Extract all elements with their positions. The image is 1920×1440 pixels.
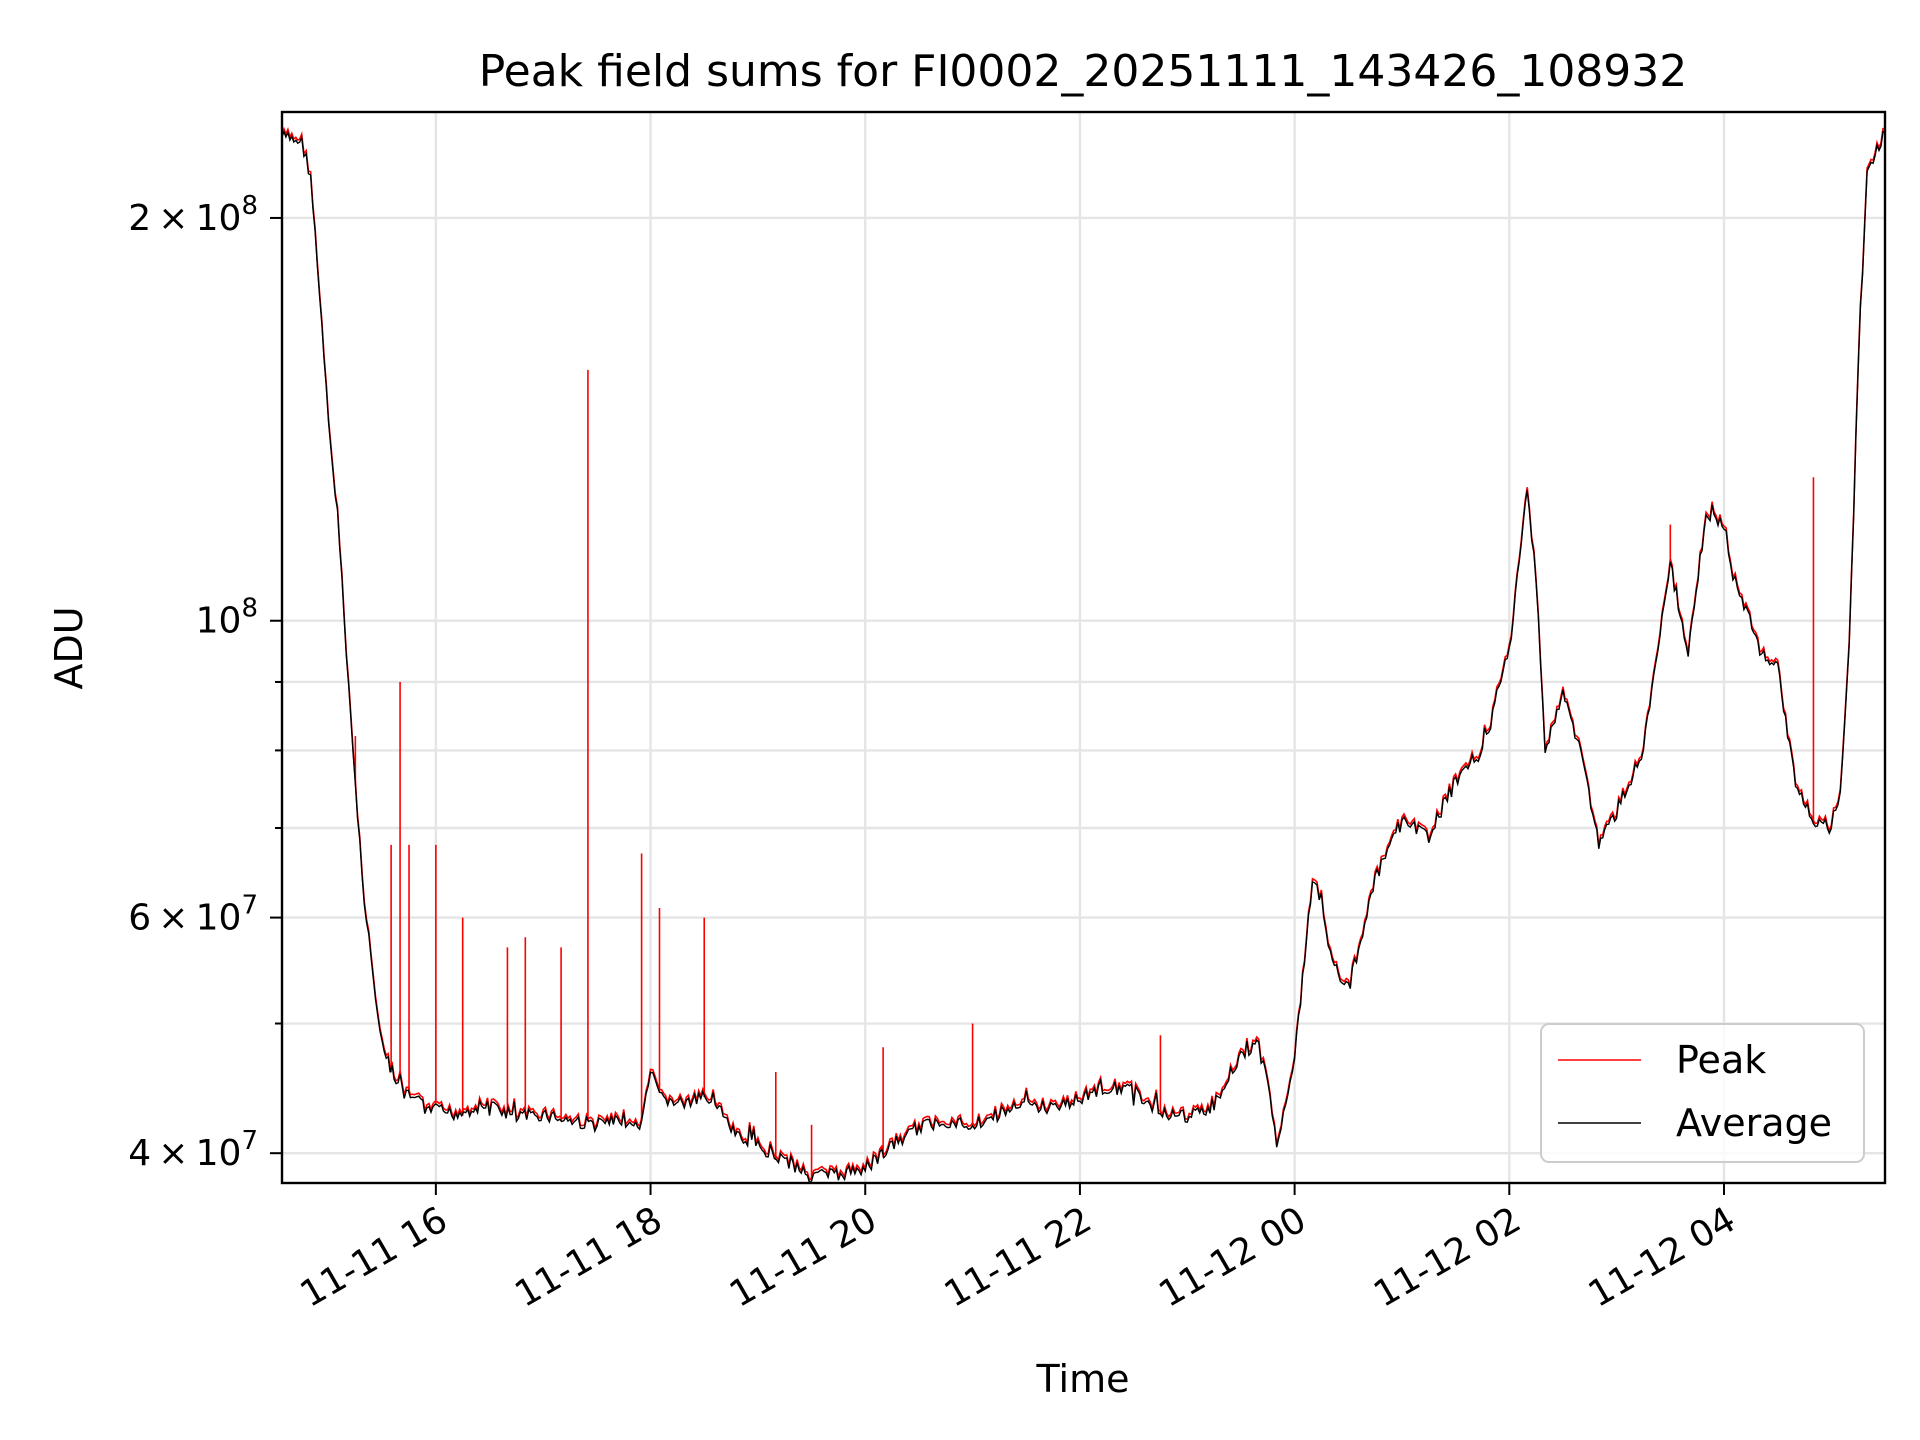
y-tick-label: 4 × 107 xyxy=(128,1126,258,1174)
legend: Peak Average xyxy=(1540,1023,1865,1163)
plot-frame xyxy=(280,110,1887,1185)
legend-box xyxy=(1540,1023,1865,1163)
legend-average-label: Average xyxy=(1676,1101,1832,1145)
x-axis-label: Time xyxy=(1036,1357,1130,1401)
y-axis-label: ADU xyxy=(47,606,91,689)
y-tick-label: 6 × 107 xyxy=(128,891,258,939)
legend-peak-label: Peak xyxy=(1676,1038,1766,1082)
y-tick-label: 2 × 108 xyxy=(128,191,258,239)
chart-title: Peak field sums for FI0002_20251111_1434… xyxy=(479,46,1688,97)
series-layer xyxy=(281,126,1885,1185)
series-average-line xyxy=(281,130,1885,1185)
y-axis: 4 × 107 6 × 107 108 2 × 108 xyxy=(128,191,282,1174)
y-tick-label: 108 xyxy=(196,594,258,642)
series-peak-line xyxy=(281,126,1885,1182)
